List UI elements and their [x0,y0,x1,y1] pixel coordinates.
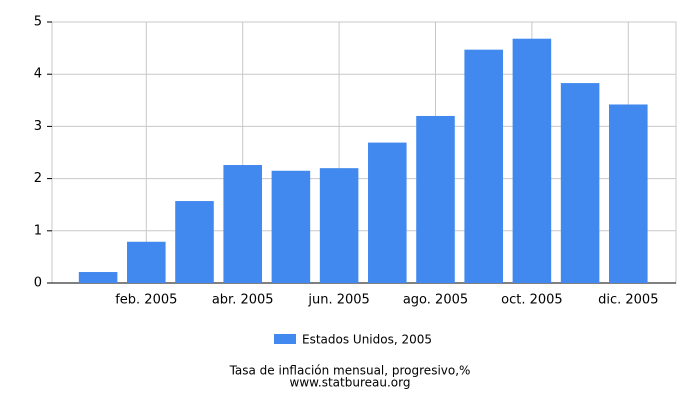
bar [319,168,359,283]
y-tick-label: 4 [34,67,42,82]
x-tick-label: abr. 2005 [212,293,274,308]
bar [127,241,166,283]
y-tick-label: 3 [34,119,42,134]
x-tick-label: feb. 2005 [115,293,177,308]
y-tick-label: 1 [34,223,42,238]
bar [175,201,214,283]
legend-swatch [274,334,296,344]
bar [609,104,648,283]
bar [560,83,600,283]
y-tick-label: 5 [34,15,42,30]
bar [78,272,118,283]
y-tick-label: 2 [34,171,42,186]
x-tick-label: jun. 2005 [307,293,369,308]
x-tick-label: oct. 2005 [501,293,563,308]
x-tick-label: ago. 2005 [403,293,468,308]
chart-title: Tasa de inflación mensual, progresivo,% [229,364,471,378]
x-tick-label: dic. 2005 [598,293,658,308]
bar [271,170,311,283]
bar [368,142,407,283]
y-tick-label: 0 [34,276,42,291]
bar [416,115,455,284]
bar [512,38,552,284]
source: www.statbureau.org [290,376,411,390]
legend-label: Estados Unidos, 2005 [302,333,432,347]
bar [464,49,503,283]
bar [223,165,262,283]
